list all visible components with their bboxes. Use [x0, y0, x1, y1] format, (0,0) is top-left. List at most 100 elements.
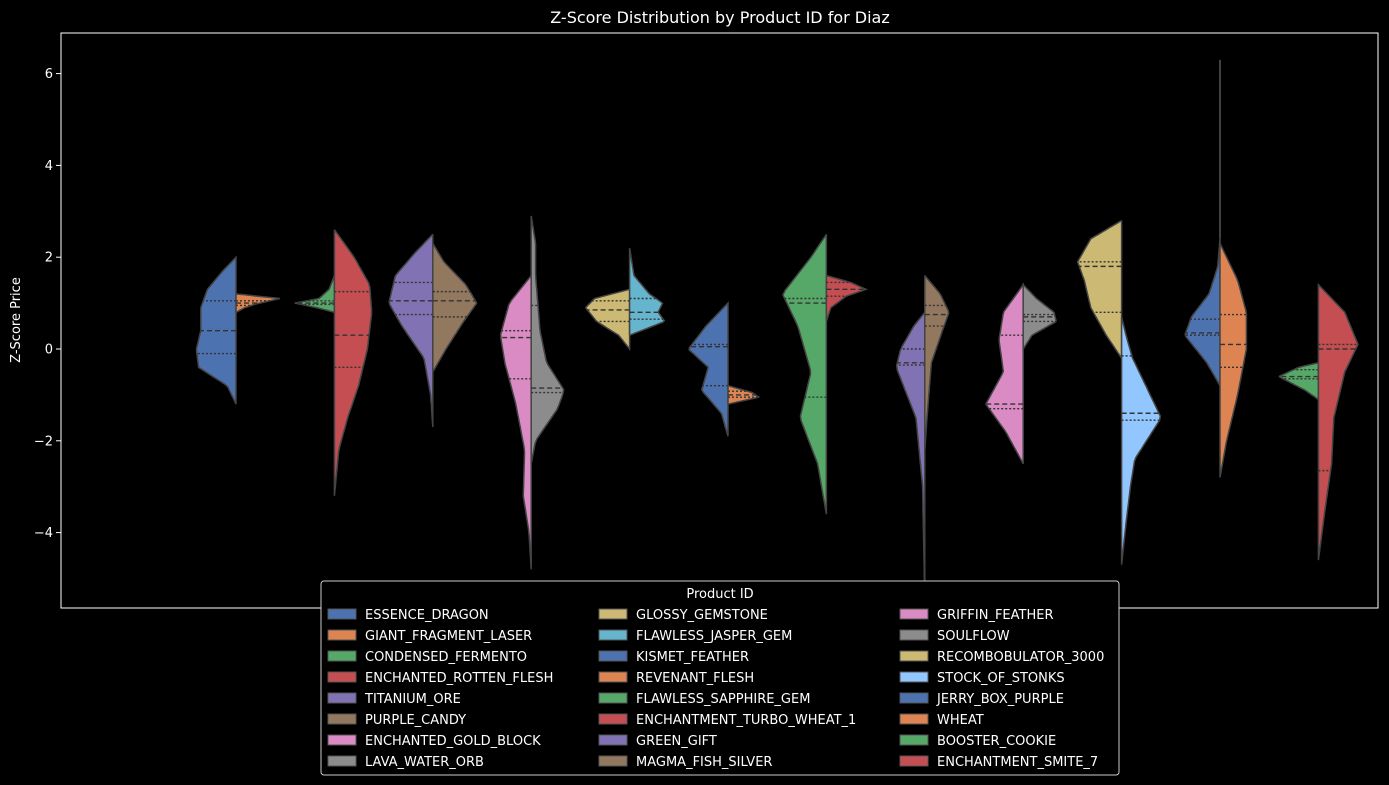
legend-label: ENCHANTED_ROTTEN_FLESH: [365, 671, 553, 686]
y-tick-label: −2: [34, 434, 53, 449]
y-axis-title: Z-Score Price: [9, 277, 24, 363]
legend-label: GREEN_GIFT: [636, 734, 717, 749]
violin-body: [825, 274, 869, 322]
violin-body: [1120, 316, 1162, 565]
violin-body: [984, 282, 1024, 465]
legend-swatch: [598, 713, 628, 725]
violin-half-wheat: [1219, 243, 1248, 478]
violin-body: [1278, 362, 1320, 401]
legend-label: ESSENCE_DRAGON: [365, 608, 489, 623]
legend-swatch: [899, 734, 929, 746]
legend-item: FLAWLESS_SAPPHIRE_GEM: [598, 692, 810, 707]
violin-half-enchantment-smite-7: [1317, 282, 1359, 561]
violin-body: [688, 301, 729, 437]
violin-body: [1317, 282, 1359, 561]
violin-body: [585, 288, 631, 352]
violin-body: [1219, 243, 1248, 478]
legend-label: FLAWLESS_SAPPHIRE_GEM: [636, 692, 810, 707]
legend-swatch: [598, 755, 628, 767]
violin-body: [530, 215, 565, 464]
violin-half-flawless-jasper-gem: [628, 247, 666, 336]
legend-label: JERRY_BOX_PURPLE: [936, 692, 1064, 707]
violin-half-stock-of-stonks: [1120, 316, 1162, 565]
violin-half-purple-candy: [432, 240, 478, 373]
violin-half-green-gift: [895, 311, 926, 602]
violin-half-enchanted-gold-block: [499, 275, 532, 570]
legend-item: GLOSSY_GEMSTONE: [598, 608, 768, 623]
violin-body: [924, 275, 950, 451]
y-tick-label: 4: [45, 159, 53, 174]
legend-label: SOULFLOW: [937, 629, 1010, 644]
legend-label: FLAWLESS_JASPER_GEM: [636, 629, 792, 644]
legend-item: WHEAT: [899, 713, 984, 728]
legend-item: REVENANT_FLESH: [598, 671, 754, 686]
legend-swatch: [899, 692, 929, 704]
legend-item: SOULFLOW: [899, 629, 1010, 644]
legend-label: ENCHANTMENT_SMITE_7: [937, 755, 1098, 770]
legend: Product ID ESSENCE_DRAGON GIANT_FRAGMENT_…: [320, 580, 1120, 776]
legend-swatch: [327, 734, 357, 746]
violin-half-enchantment-turbo-wheat-1: [825, 274, 869, 322]
legend-item: ENCHANTED_GOLD_BLOCK: [327, 734, 541, 749]
legend-item: RECOMBOBULATOR_3000: [899, 650, 1104, 665]
legend-swatch: [327, 671, 357, 683]
legend-swatch: [598, 650, 628, 662]
legend-label: GLOSSY_GEMSTONE: [636, 608, 768, 623]
violin-body: [1076, 219, 1123, 361]
legend-label: REVENANT_FLESH: [636, 671, 754, 686]
violin-half-enchanted-rotten-flesh: [333, 229, 373, 496]
violin-half-recombobulator-3000: [1076, 219, 1123, 361]
legend-item: ESSENCE_DRAGON: [327, 608, 489, 623]
legend-label: ENCHANTMENT_TURBO_WHEAT_1: [636, 713, 856, 728]
legend-label: PURPLE_CANDY: [365, 713, 466, 728]
legend-item: MAGMA_FISH_SILVER: [598, 755, 772, 770]
legend-swatch: [327, 692, 357, 704]
legend-label: ENCHANTED_GOLD_BLOCK: [365, 734, 541, 749]
legend-swatch: [899, 608, 929, 620]
legend-title: Product ID: [686, 587, 753, 602]
legend-item: FLAWLESS_JASPER_GEM: [598, 629, 792, 644]
legend-item: ENCHANTMENT_TURBO_WHEAT_1: [598, 713, 856, 728]
violin-half-condensed-fermento: [294, 275, 336, 314]
legend-item: ENCHANTMENT_SMITE_7: [899, 755, 1098, 770]
legend-swatch: [598, 608, 628, 620]
violin-half-glossy-gemstone: [585, 288, 631, 352]
legend-label: GRIFFIN_FEATHER: [937, 608, 1054, 623]
legend-label: MAGMA_FISH_SILVER: [636, 755, 772, 770]
violin-body: [333, 229, 373, 496]
violin-half-flawless-sapphire-gem: [782, 233, 828, 515]
legend-swatch: [327, 608, 357, 620]
legend-item: KISMET_FEATHER: [598, 650, 749, 665]
violin-half-revenant-flesh: [727, 384, 761, 406]
legend-label: TITANIUM_ORE: [364, 692, 461, 707]
violin-half-giant-fragment-laser: [235, 293, 281, 314]
violin-body: [499, 275, 532, 570]
legend-swatch: [598, 671, 628, 683]
violin-half-magma-fish-silver: [924, 275, 950, 451]
legend-item: LAVA_WATER_ORB: [327, 755, 484, 770]
legend-swatch: [899, 650, 929, 662]
violin-body: [782, 233, 828, 515]
legend-label: GIANT_FRAGMENT_LASER: [365, 629, 532, 644]
y-tick-label: 6: [45, 67, 53, 82]
legend-item: JERRY_BOX_PURPLE: [899, 692, 1064, 707]
legend-swatch: [899, 629, 929, 641]
legend-swatch: [598, 629, 628, 641]
legend-item: GIANT_FRAGMENT_LASER: [327, 629, 532, 644]
legend-label: WHEAT: [937, 713, 984, 728]
violin-body: [432, 240, 478, 373]
violin-half-booster-cookie: [1278, 362, 1320, 401]
legend-label: STOCK_OF_STONKS: [937, 671, 1065, 686]
legend-swatch: [327, 629, 357, 641]
violin-body: [235, 293, 281, 314]
legend-label: CONDENSED_FERMENTO: [365, 650, 527, 665]
y-axis: 6 4 2 0 −2 −4: [34, 67, 61, 541]
legend-label: BOOSTER_COOKIE: [937, 734, 1056, 749]
violin-half-titanium-ore: [388, 233, 434, 428]
legend-swatch: [598, 734, 628, 746]
legend-item: STOCK_OF_STONKS: [899, 671, 1065, 686]
violin-half-kismet-feather: [688, 301, 729, 437]
legend-item: TITANIUM_ORE: [327, 692, 461, 707]
legend-swatch: [327, 650, 357, 662]
